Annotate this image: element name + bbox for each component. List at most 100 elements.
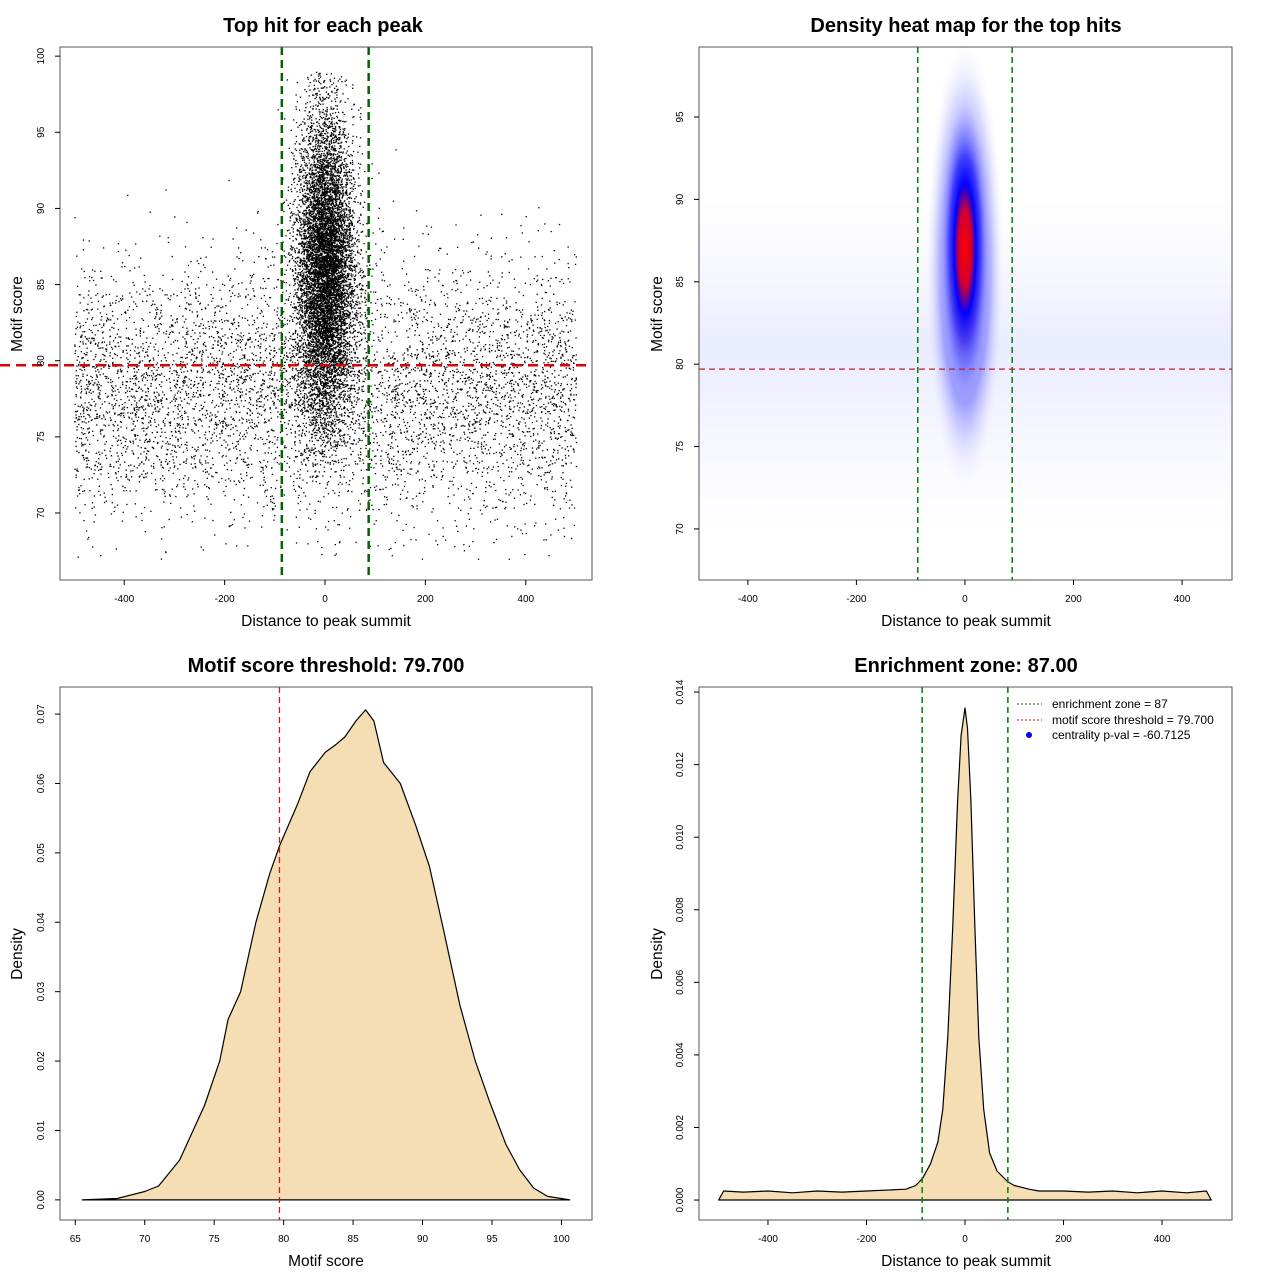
scatter-point [536, 360, 538, 362]
scatter-point [217, 388, 219, 390]
scatter-point [183, 321, 186, 323]
scatter-point [92, 366, 94, 368]
scatter-point [491, 350, 493, 352]
scatter-point [445, 385, 448, 387]
scatter-point [114, 353, 117, 356]
scatter-point [441, 417, 443, 419]
scatter-point [239, 454, 241, 456]
scatter-point [255, 424, 258, 427]
scatter-point [213, 360, 216, 362]
scatter-point [484, 344, 487, 346]
scatter-point [443, 372, 445, 375]
scatter-point [156, 362, 159, 364]
scatter-point [125, 337, 127, 339]
scatter-point [75, 445, 77, 447]
scatter-point [476, 400, 478, 402]
scatter-point [479, 281, 481, 283]
scatter-point [109, 329, 111, 331]
scatter-point [498, 392, 501, 394]
scatter-point [229, 387, 231, 390]
scatter-point [413, 447, 415, 450]
scatter-point [205, 345, 207, 347]
scatter-point [382, 381, 384, 384]
scatter-point [575, 386, 577, 389]
scatter-point [391, 401, 393, 403]
scatter-point [381, 330, 383, 332]
scatter-point [99, 360, 101, 362]
scatter-point [182, 385, 184, 387]
scatter-point [185, 333, 187, 335]
scatter-point [462, 381, 464, 383]
scatter-point [133, 409, 136, 411]
scatter-point [200, 395, 202, 397]
scatter-point [463, 431, 465, 433]
scatter-point [362, 462, 365, 464]
scatter-point [328, 412, 330, 414]
scatter-point [175, 451, 177, 453]
scatter-point [566, 363, 568, 365]
scatter-point [134, 346, 137, 348]
scatter-point [112, 406, 114, 408]
scatter-point [100, 433, 102, 435]
scatter-point [541, 442, 543, 444]
scatter-point [572, 448, 574, 450]
scatter-point [514, 450, 516, 452]
scatter-point [156, 442, 159, 445]
scatter-point [450, 331, 452, 333]
scatter-point [435, 540, 437, 542]
scatter-point [316, 313, 318, 315]
scatter-point [559, 508, 562, 510]
scatter-point [231, 286, 233, 288]
scatter-point [467, 395, 469, 397]
scatter-point [510, 408, 512, 411]
scatter-point [570, 537, 573, 540]
scatter-point [218, 380, 220, 383]
scatter-point [169, 424, 171, 427]
scatter-point [283, 343, 285, 345]
scatter-point [217, 370, 219, 372]
scatter-point [261, 515, 264, 517]
scatter-point [112, 362, 114, 364]
scatter-point [228, 424, 230, 426]
scatter-point [117, 388, 119, 391]
scatter-point [160, 312, 162, 314]
scatter-point [375, 455, 377, 457]
scatter-point [222, 335, 224, 337]
scatter-point [362, 257, 364, 259]
scatter-point [219, 377, 221, 379]
scatter-point [375, 489, 377, 491]
scatter-point [485, 444, 487, 446]
scatter-point [471, 423, 473, 425]
scatter-point [88, 536, 90, 539]
scatter-point [411, 405, 413, 407]
scatter-point [358, 375, 360, 377]
scatter-point [236, 378, 238, 380]
scatter-point [125, 327, 128, 330]
scatter-point [212, 322, 214, 324]
scatter-point [206, 455, 208, 458]
scatter-point [519, 494, 522, 496]
scatter-point [184, 431, 186, 433]
scatter-point [148, 288, 150, 290]
scatter-point [519, 438, 521, 440]
scatter-point [573, 524, 576, 527]
scatter-point [171, 450, 173, 452]
scatter-point [382, 230, 384, 232]
scatter-point [133, 367, 135, 370]
scatter-point [473, 419, 475, 421]
scatter-point [402, 450, 404, 452]
scatter-point [453, 413, 456, 415]
scatter-point [534, 314, 536, 316]
scatter-point [341, 441, 343, 443]
scatter-point [92, 391, 94, 393]
scatter-point [332, 385, 335, 387]
scatter-point [425, 436, 427, 438]
scatter-point [134, 435, 136, 437]
scatter-point [276, 379, 278, 381]
scatter-point [276, 286, 278, 288]
scatter-point [139, 335, 141, 337]
scatter-point [297, 425, 299, 427]
scatter-point [380, 463, 382, 465]
scatter-point [370, 385, 372, 387]
scatter-point [162, 480, 164, 482]
